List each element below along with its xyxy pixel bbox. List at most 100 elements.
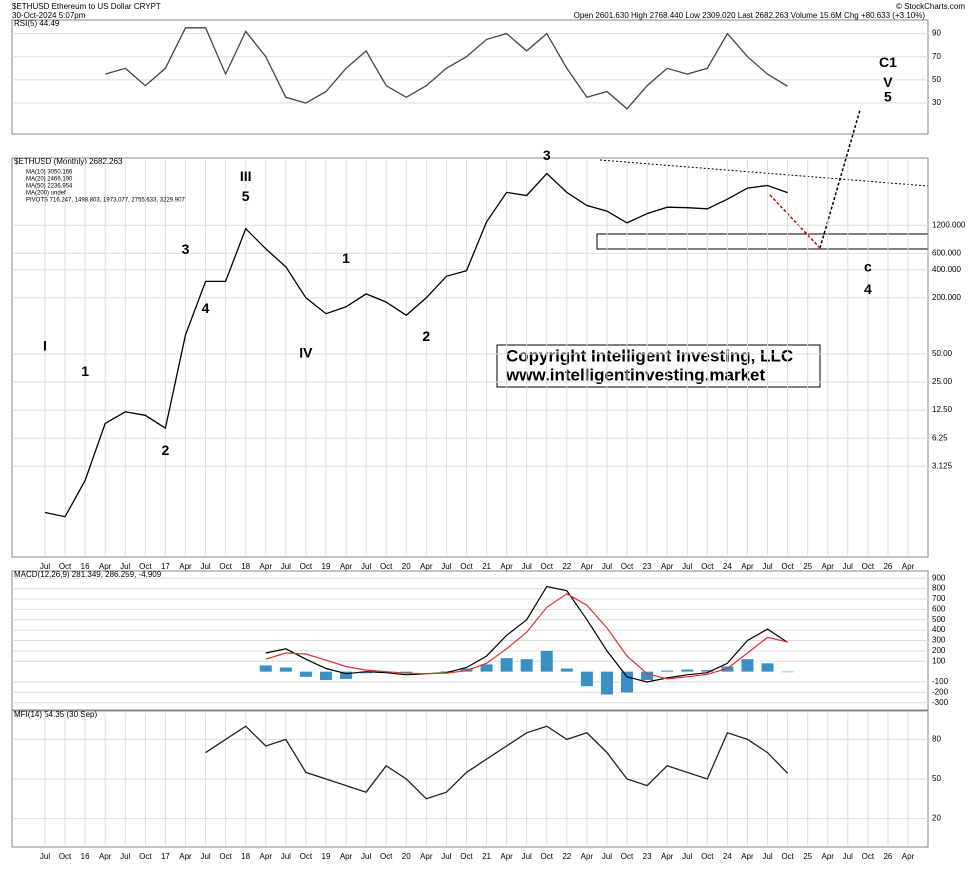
x-tick-label: Oct <box>862 562 875 571</box>
symbol: $ETHUSD Ethereum to US Dollar CRYPT <box>12 2 161 11</box>
histogram-bar <box>259 665 272 672</box>
x-tick-label: Jul <box>522 562 532 571</box>
legend-entry: MA(10) 3050.166 <box>26 170 73 176</box>
y-tick-label: 500 <box>932 615 946 624</box>
x-tick-label: Oct <box>139 852 152 861</box>
histogram-bar <box>701 670 714 672</box>
source: © StockCharts.com <box>896 2 965 11</box>
y-tick-label: 90 <box>932 29 941 38</box>
x-tick-label: Jul <box>40 852 50 861</box>
trend-line <box>599 159 929 187</box>
series-line <box>205 725 789 800</box>
x-tick-label: Oct <box>380 852 393 861</box>
panel-title: $ETHUSD (Monthly) 2682.263 <box>14 157 123 166</box>
x-tick-label: 21 <box>482 562 491 571</box>
x-tick-label: 18 <box>241 852 250 861</box>
histogram-bar <box>540 650 553 672</box>
x-tick-label: Apr <box>420 562 433 571</box>
wave-label: 3 <box>543 147 551 163</box>
wave-label: C1 <box>879 54 897 70</box>
y-tick-label: 300 <box>932 636 946 645</box>
x-tick-label: Jul <box>361 562 371 571</box>
x-tick-label: Apr <box>340 852 353 861</box>
wave-label: III <box>240 168 252 184</box>
x-tick-label: 19 <box>322 852 331 861</box>
x-tick-label: Apr <box>99 852 112 861</box>
x-tick-label: Jul <box>602 562 612 571</box>
wave-label: V <box>883 74 893 90</box>
y-tick-label: -200 <box>932 688 949 697</box>
x-tick-label: 21 <box>482 852 491 861</box>
panel-title: RSI(5) 44.49 <box>14 19 60 28</box>
histogram-bar <box>400 671 413 674</box>
x-tick-label: Oct <box>621 852 634 861</box>
y-tick-label: 25.00 <box>932 377 953 386</box>
copyright-box <box>496 344 821 388</box>
y-tick-label: 600.000 <box>932 248 961 257</box>
x-tick-label: Oct <box>621 562 634 571</box>
y-tick-label: -100 <box>932 677 949 686</box>
x-tick-label: Apr <box>260 852 273 861</box>
x-tick-label: Jul <box>120 852 130 861</box>
x-tick-label: Oct <box>701 562 714 571</box>
panel-title: MFI(14) 54.35 (30 Sep) <box>14 710 97 719</box>
x-tick-label: Oct <box>781 852 794 861</box>
x-tick-label: Oct <box>460 562 473 571</box>
x-tick-label: Apr <box>902 562 915 571</box>
x-tick-label: Jul <box>281 852 291 861</box>
x-tick-label: 23 <box>643 562 652 571</box>
copyright: Copyright Intelligent Investing, LLC <box>506 346 793 365</box>
histogram-bar <box>480 664 493 672</box>
wave-label: 1 <box>81 363 89 379</box>
histogram-bar <box>360 671 373 674</box>
x-tick-label: Oct <box>219 562 232 571</box>
wave-label: 5 <box>884 88 892 104</box>
y-tick-label: 800 <box>932 584 946 593</box>
x-tick-label: Oct <box>300 562 313 571</box>
x-tick-label: Apr <box>902 852 915 861</box>
histogram-bar <box>600 671 613 695</box>
x-tick-label: Oct <box>380 562 393 571</box>
x-tick-label: 18 <box>241 562 250 571</box>
x-tick-label: 22 <box>562 562 571 571</box>
x-tick-label: Oct <box>460 852 473 861</box>
x-tick-label: 23 <box>643 852 652 861</box>
histogram-bar <box>440 671 453 672</box>
y-tick-label: 100 <box>932 656 946 665</box>
histogram-bar <box>761 663 774 672</box>
legend-entry: MA(200) undef <box>26 191 66 197</box>
histogram-bar <box>279 667 292 672</box>
x-tick-label: 26 <box>883 852 892 861</box>
x-tick-label: Oct <box>541 562 554 571</box>
x-tick-label: Apr <box>661 852 674 861</box>
x-tick-label: Jul <box>843 562 853 571</box>
x-tick-label: Apr <box>420 852 433 861</box>
x-tick-label: Apr <box>581 562 594 571</box>
x-tick-label: 24 <box>723 562 732 571</box>
y-tick-label: -300 <box>932 698 949 707</box>
wave-label: 5 <box>242 188 250 204</box>
x-tick-label: Apr <box>822 562 835 571</box>
x-tick-label: Oct <box>300 852 313 861</box>
x-tick-label: Oct <box>59 562 72 571</box>
y-tick-label: 70 <box>932 52 941 61</box>
x-tick-label: Jul <box>200 562 210 571</box>
wave-label: c <box>864 258 872 274</box>
date: 30-Oct-2024 5:07pm <box>12 11 86 20</box>
x-tick-label: Oct <box>781 562 794 571</box>
x-tick-label: 25 <box>803 562 812 571</box>
x-tick-label: Jul <box>441 852 451 861</box>
histogram-bar <box>781 671 794 673</box>
y-tick-label: 20 <box>932 814 941 823</box>
x-tick-label: 19 <box>322 562 331 571</box>
y-tick-label: 400.000 <box>932 265 961 274</box>
histogram-bar <box>340 671 353 679</box>
x-tick-label: Apr <box>500 852 513 861</box>
copyright-url: www.intelligentinvesting.market <box>505 365 765 384</box>
x-tick-label: Jul <box>762 562 772 571</box>
x-tick-label: 24 <box>723 852 732 861</box>
x-tick-label: 25 <box>803 852 812 861</box>
series-line <box>44 172 788 518</box>
wave-label: IV <box>299 345 313 361</box>
